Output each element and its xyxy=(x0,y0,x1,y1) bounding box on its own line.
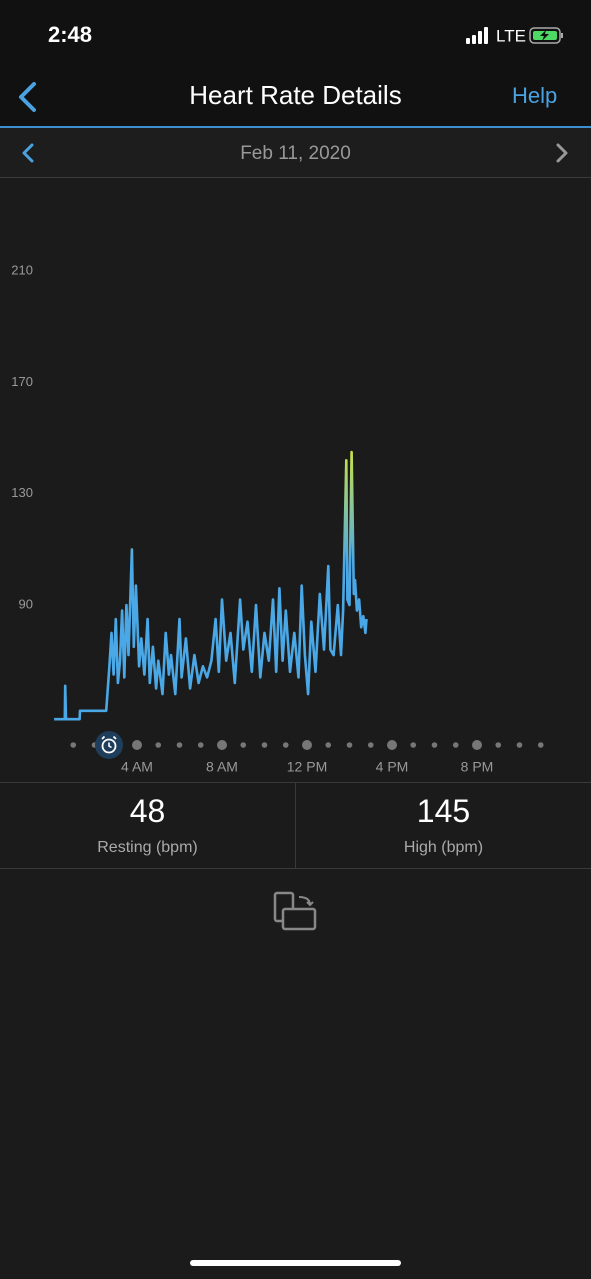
x-tick-mark xyxy=(217,740,227,750)
hour-dot xyxy=(282,742,289,748)
heart-rate-chart: 90 130 170 210 4 AM 8 AM 12 PM 4 PM 8 PM xyxy=(11,263,544,775)
hour-dot xyxy=(367,742,374,748)
clock: 2:48 xyxy=(48,22,93,47)
hour-dot xyxy=(176,742,183,748)
heart-rate-line xyxy=(54,450,368,721)
hour-dot xyxy=(261,742,268,748)
x-tick-label: 8 PM xyxy=(461,759,494,775)
x-tick-label: 4 AM xyxy=(121,759,153,775)
x-tick-label: 8 AM xyxy=(206,759,238,775)
y-tick-label: 90 xyxy=(19,596,33,611)
y-tick-label: 170 xyxy=(11,374,33,389)
stats: 48 Resting (bpm) 145 High (bpm) xyxy=(0,782,591,869)
hour-dot xyxy=(155,742,162,748)
x-tick-label: 4 PM xyxy=(376,759,409,775)
date-bar: Feb 11, 2020 xyxy=(0,128,591,178)
status-bar: 2:48 LTE xyxy=(0,0,591,70)
y-tick-label: 130 xyxy=(11,485,33,500)
page-title: Heart Rate Details xyxy=(189,80,402,110)
hour-dot xyxy=(70,742,77,748)
alarm-icon xyxy=(95,731,123,759)
stat-label: High (bpm) xyxy=(403,839,484,856)
rotate-icon[interactable] xyxy=(272,890,320,934)
date: Feb 11, 2020 xyxy=(240,143,351,164)
hour-dot xyxy=(516,742,523,748)
hour-dot xyxy=(452,742,459,748)
x-tick-mark xyxy=(387,740,397,750)
stat-value: 48 xyxy=(129,793,166,829)
hour-dot xyxy=(431,742,438,748)
divider xyxy=(295,783,296,868)
nav-bar: Heart Rate Details Help xyxy=(0,70,591,128)
back-button[interactable] xyxy=(14,80,44,114)
home-indicator xyxy=(190,1260,401,1266)
help-button[interactable]: Help xyxy=(512,83,558,108)
stat-value: 145 xyxy=(416,793,471,829)
x-tick-mark xyxy=(132,740,142,750)
prev-day[interactable] xyxy=(18,142,38,166)
stat-label: Resting (bpm) xyxy=(97,839,198,856)
stat-high: 145 High (bpm) xyxy=(296,783,591,868)
hour-dot xyxy=(410,742,417,748)
stat-resting: 48 Resting (bpm) xyxy=(0,783,295,868)
hour-dot xyxy=(537,742,544,748)
next-day[interactable] xyxy=(553,142,573,166)
status-icons: LTE xyxy=(466,26,563,45)
x-tick-mark xyxy=(302,740,312,750)
network: LTE xyxy=(496,26,526,45)
y-tick-label: 210 xyxy=(11,263,33,278)
hour-dot xyxy=(240,742,247,748)
hour-dot xyxy=(197,742,204,748)
hour-dot xyxy=(346,742,353,748)
hour-dot xyxy=(325,742,332,748)
x-tick-mark xyxy=(472,740,482,750)
x-tick-label: 12 PM xyxy=(287,759,327,775)
hour-dot xyxy=(495,742,502,748)
